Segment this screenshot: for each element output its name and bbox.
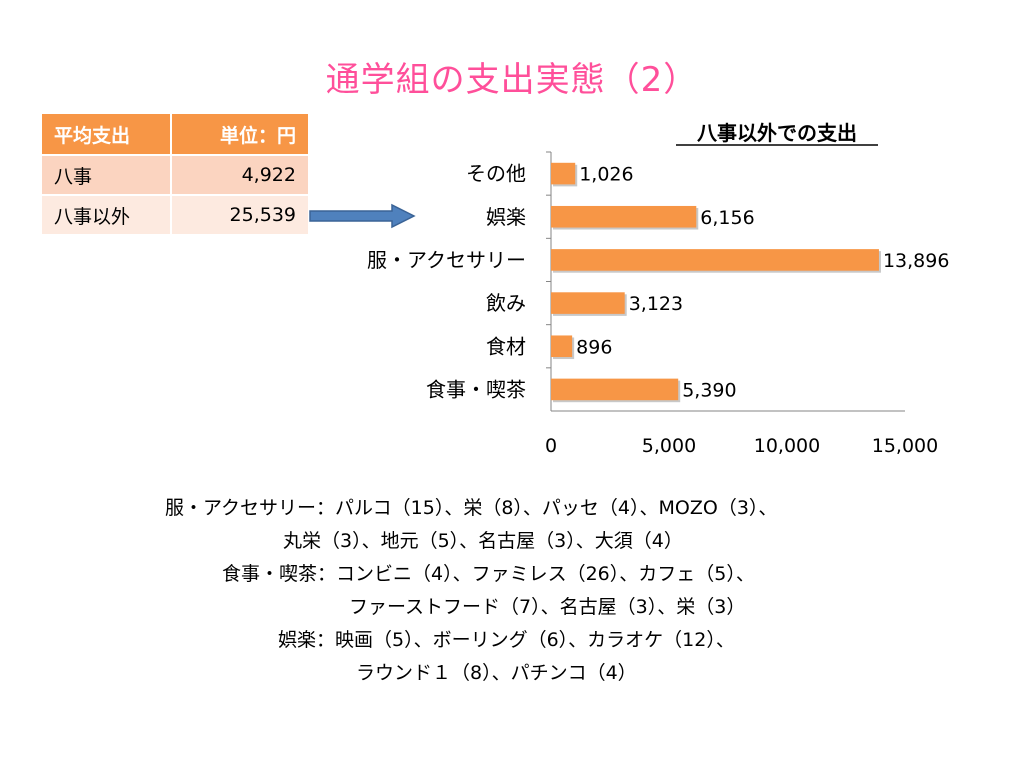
bar bbox=[551, 378, 679, 401]
data-label: 896 bbox=[576, 336, 612, 358]
category-label: 食事・喫茶 bbox=[426, 377, 526, 401]
summary-header-label: 平均支出 bbox=[40, 112, 172, 156]
category-label: 食材 bbox=[486, 334, 526, 358]
arrow-right-icon bbox=[309, 203, 416, 229]
x-tick-label: 10,000 bbox=[754, 435, 820, 457]
data-label: 6,156 bbox=[700, 207, 754, 229]
summary-row-value: 4,922 bbox=[170, 154, 310, 196]
summary-row-value: 25,539 bbox=[170, 194, 310, 236]
table-row: 八事以外 25,539 bbox=[40, 194, 310, 236]
data-label: 1,026 bbox=[579, 164, 633, 186]
expense-bar-chart: 八事以外での支出 その他 1,026 娯楽 6,156 服・アクセサリー 13,896 飲み… bbox=[367, 121, 949, 457]
note-line-food: 食事・喫茶：コンビニ（4）、ファミレス（26）、カフェ（5）、 bbox=[222, 563, 755, 585]
note-line-clothing: 服・アクセサリー：パルコ（15）、栄（8）、パッセ（4）、MOZO（3）、 bbox=[165, 497, 778, 519]
note-line-entertainment-cont: ラウンド１（8）、パチンコ（4） bbox=[356, 662, 637, 684]
data-label: 13,896 bbox=[883, 250, 949, 272]
page-title: 通学組の支出実態（2） bbox=[325, 60, 699, 100]
bar bbox=[551, 249, 879, 271]
bar bbox=[551, 205, 697, 228]
summary-header-unit: 単位：円 bbox=[170, 112, 310, 156]
note-line-clothing-cont: 丸栄（3）、地元（5）、名古屋（3）、大須（4） bbox=[283, 530, 683, 552]
category-label: 娯楽 bbox=[486, 205, 526, 229]
category-label: 飲み bbox=[486, 291, 526, 315]
summary-row-label: 八事 bbox=[40, 154, 172, 196]
note-line-entertainment: 娯楽：映画（5）、ボーリング（6）、カラオケ（12）、 bbox=[278, 629, 735, 651]
bar bbox=[551, 292, 625, 314]
x-tick-label: 0 bbox=[545, 435, 557, 457]
x-tick-label: 15,000 bbox=[872, 435, 938, 457]
x-tick-label: 5,000 bbox=[642, 435, 696, 457]
summary-table: 平均支出 単位：円 八事 4,922 八事以外 25,539 bbox=[40, 112, 310, 236]
category-label: 服・アクセサリー bbox=[367, 248, 526, 272]
category-label: その他 bbox=[466, 162, 526, 186]
data-label: 5,390 bbox=[682, 379, 736, 401]
chart-plot-area: その他 1,026 娯楽 6,156 服・アクセサリー 13,896 飲み 3,123 食材 89… bbox=[367, 151, 949, 457]
bar bbox=[551, 335, 573, 358]
table-row: 八事 4,922 bbox=[40, 154, 310, 196]
chart-title: 八事以外での支出 bbox=[697, 121, 857, 145]
data-label: 3,123 bbox=[629, 293, 683, 315]
bar bbox=[551, 162, 576, 185]
summary-row-label: 八事以外 bbox=[40, 194, 172, 236]
note-line-food-cont: ファーストフード（7）、名古屋（3）、栄（3） bbox=[349, 596, 746, 618]
